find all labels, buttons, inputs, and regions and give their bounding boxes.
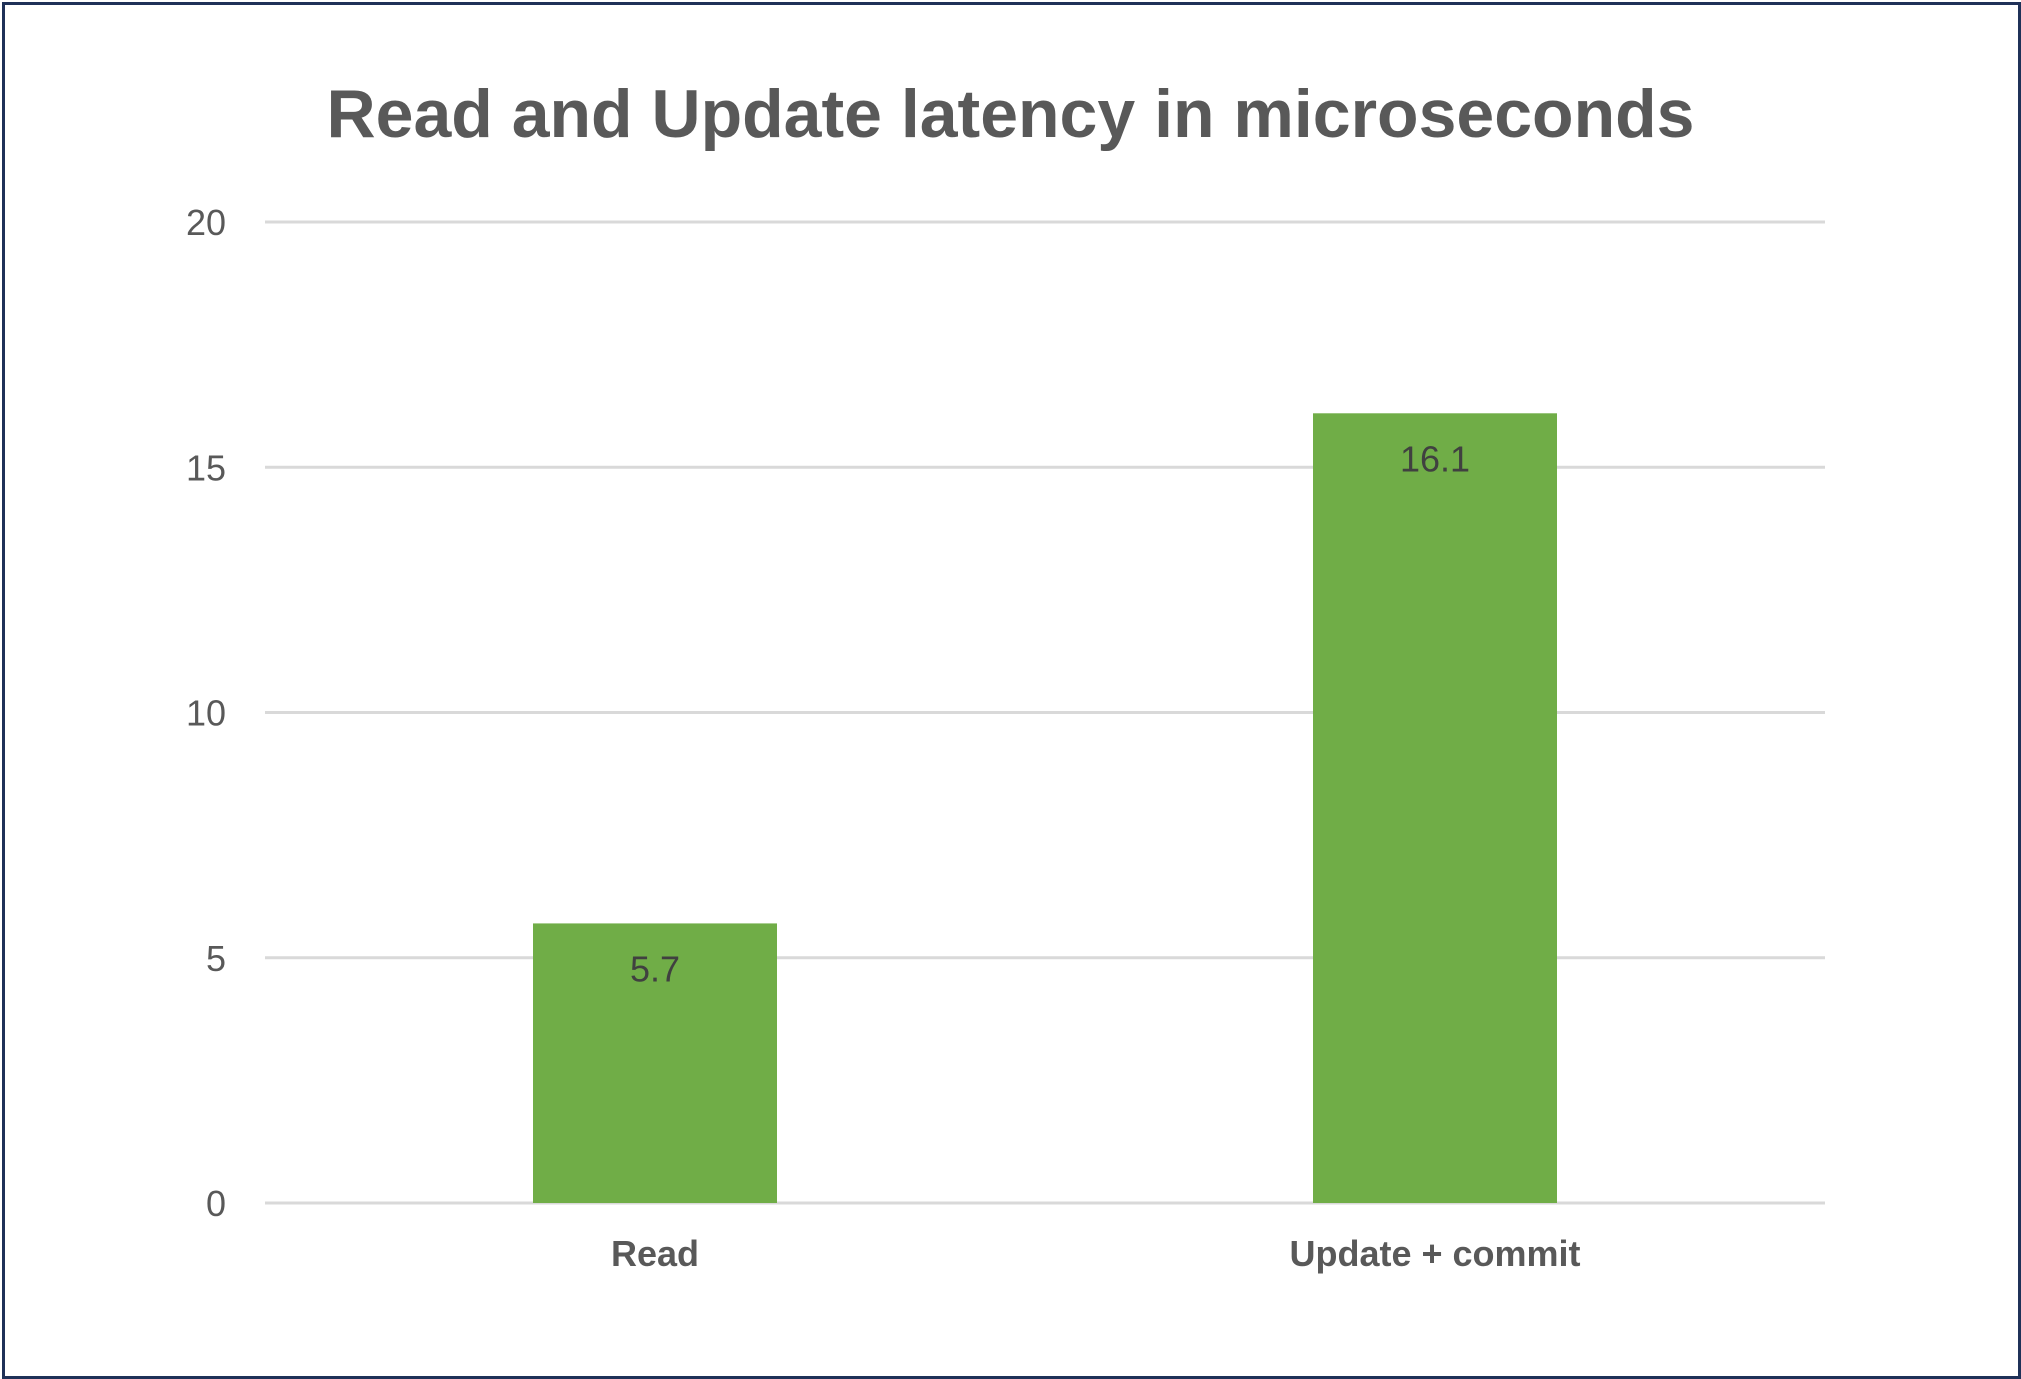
data-labels: 5.7 16.1 bbox=[630, 438, 1470, 989]
bars bbox=[533, 413, 1557, 1203]
x-axis-ticks: Read Update + commit bbox=[611, 1233, 1581, 1274]
bar-update-commit bbox=[1313, 413, 1557, 1203]
x-tick-label: Update + commit bbox=[1289, 1233, 1580, 1274]
y-axis-ticks: 0 5 10 15 20 bbox=[186, 202, 226, 1224]
data-label: 16.1 bbox=[1400, 438, 1470, 479]
gridlines bbox=[265, 220, 1825, 1205]
bar-read bbox=[533, 923, 777, 1203]
chart-title: Read and Update latency in microseconds bbox=[326, 76, 1695, 152]
y-tick-label: 10 bbox=[186, 693, 226, 734]
y-tick-label: 0 bbox=[206, 1183, 226, 1224]
y-tick-label: 20 bbox=[186, 202, 226, 243]
y-tick-label: 15 bbox=[186, 447, 226, 488]
x-tick-label: Read bbox=[611, 1233, 699, 1274]
y-tick-label: 5 bbox=[206, 938, 226, 979]
data-label: 5.7 bbox=[630, 948, 680, 989]
